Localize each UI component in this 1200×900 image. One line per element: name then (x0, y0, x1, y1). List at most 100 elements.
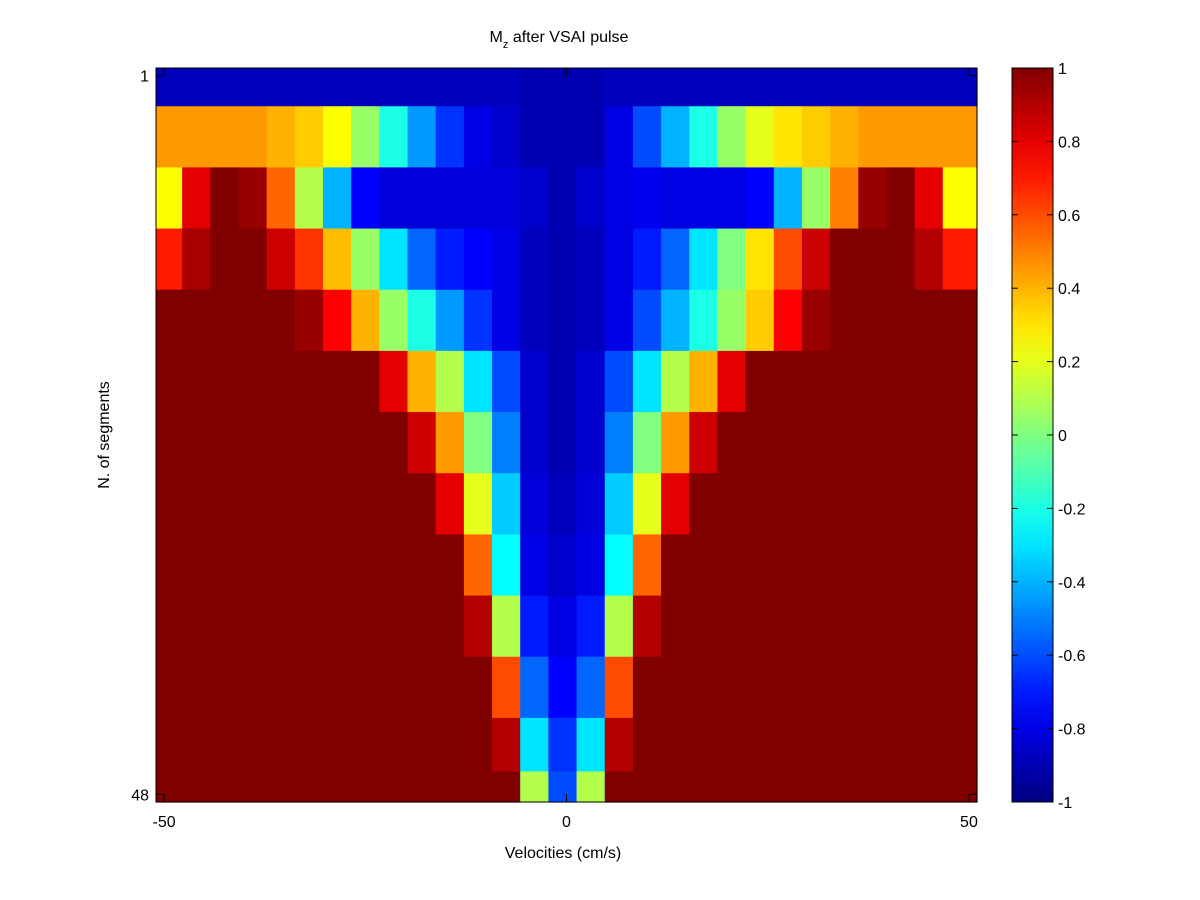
heatmap-cell (858, 289, 888, 352)
heatmap-cell (801, 534, 831, 597)
heatmap-cell (773, 68, 803, 107)
heatmap (156, 68, 978, 803)
heatmap-cell (773, 350, 803, 413)
heatmap-cell (238, 771, 268, 803)
heatmap-cell (351, 595, 380, 658)
heatmap-cell (886, 595, 916, 658)
heatmap-cell (407, 412, 437, 474)
heatmap-cell (463, 350, 493, 413)
heatmap-cell (914, 350, 944, 413)
heatmap-cell (717, 228, 747, 291)
heatmap-cell (238, 656, 268, 719)
heatmap-cell (604, 717, 634, 773)
heatmap-cell (689, 534, 719, 597)
heatmap-cell (773, 656, 803, 719)
heatmap-cell (379, 534, 409, 597)
heatmap-cell (942, 228, 978, 291)
heatmap-cell (576, 167, 606, 230)
heatmap-cell (407, 167, 437, 230)
heatmap-cell (520, 656, 549, 719)
heatmap-cell (858, 167, 888, 230)
heatmap-cell (745, 228, 775, 291)
heatmap-cell (238, 350, 268, 413)
heatmap-cell (210, 656, 240, 719)
heatmap-cell (156, 350, 183, 413)
heatmap-cell (661, 473, 690, 535)
heatmap-cell (745, 473, 775, 535)
heatmap-cell (520, 595, 549, 658)
heatmap-cell (604, 106, 634, 168)
colorbar-tick-label: 0.6 (1058, 208, 1080, 225)
heatmap-cell (210, 350, 240, 413)
heatmap-cell (548, 412, 578, 474)
heatmap-cell (294, 350, 324, 413)
heatmap-cell (266, 412, 296, 474)
heatmap-cell (632, 289, 662, 352)
heatmap-cell (886, 228, 916, 291)
heatmap-cell (492, 228, 521, 291)
heatmap-cell (661, 595, 690, 658)
heatmap-cell (351, 412, 380, 474)
heatmap-cell (886, 717, 916, 773)
heatmap-cell (156, 534, 183, 597)
heatmap-cell (266, 595, 296, 658)
heatmap-cell (689, 106, 719, 168)
heatmap-cell (294, 595, 324, 658)
heatmap-cell (182, 412, 211, 474)
heatmap-cell (351, 473, 380, 535)
heatmap-cell (463, 771, 493, 803)
heatmap-cell (886, 656, 916, 719)
heatmap-cell (379, 771, 409, 803)
heatmap-cell (830, 473, 859, 535)
heatmap-cell (294, 534, 324, 597)
heatmap-cell (379, 717, 409, 773)
heatmap-cell (156, 771, 183, 803)
chart-title-suffix: after VSAI pulse (508, 29, 628, 46)
heatmap-cell (520, 350, 549, 413)
heatmap-cell (435, 167, 465, 230)
heatmap-cell (266, 534, 296, 597)
heatmap-cell (156, 595, 183, 658)
heatmap-cell (689, 473, 719, 535)
heatmap-cell (407, 68, 437, 107)
heatmap-cell (435, 350, 465, 413)
heatmap-cell (576, 350, 606, 413)
heatmap-cell (156, 68, 183, 107)
heatmap-cell (156, 412, 183, 474)
heatmap-cell (745, 167, 775, 230)
heatmap-cell (914, 595, 944, 658)
heatmap-cell (351, 771, 380, 803)
heatmap-cell (604, 350, 634, 413)
heatmap-cell (379, 412, 409, 474)
heatmap-cell (801, 106, 831, 168)
heatmap-cell (632, 534, 662, 597)
heatmap-cell (492, 473, 521, 535)
heatmap-cell (520, 717, 549, 773)
heatmap-cell (463, 412, 493, 474)
heatmap-cell (407, 350, 437, 413)
heatmap-cell (407, 771, 437, 803)
heatmap-cell (661, 106, 690, 168)
heatmap-cell (379, 289, 409, 352)
heatmap-cell (379, 350, 409, 413)
heatmap-cell (492, 106, 521, 168)
heatmap-cell (182, 228, 211, 291)
heatmap-cell (238, 412, 268, 474)
heatmap-cell (407, 595, 437, 658)
heatmap-cell (323, 68, 352, 107)
x-tick-label: 0 (562, 814, 571, 831)
heatmap-cell (801, 656, 831, 719)
heatmap-cell (520, 534, 549, 597)
colorbar: 1 0.8 0.6 0.4 0.2 0 -0.2 -0.4 -0.6 -0.8 -1 (1011, 61, 1086, 812)
colorbar-tick-label: 0 (1058, 428, 1067, 445)
heatmap-cell (632, 106, 662, 168)
heatmap-cell (548, 106, 578, 168)
heatmap-cell (745, 534, 775, 597)
heatmap-cell (323, 534, 352, 597)
heatmap-cell (689, 68, 719, 107)
heatmap-cell (407, 717, 437, 773)
heatmap-cell (858, 595, 888, 658)
heatmap-cell (576, 289, 606, 352)
heatmap-cell (156, 167, 183, 230)
